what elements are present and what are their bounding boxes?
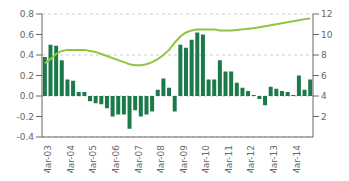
svg-text:-0.4: -0.4 [16, 132, 34, 142]
svg-text:-0.2: -0.2 [16, 112, 34, 122]
svg-text:0.8: 0.8 [20, 9, 35, 19]
svg-text:Mar-10: Mar-10 [201, 145, 211, 173]
svg-text:8: 8 [321, 50, 327, 60]
svg-text:Mar-08: Mar-08 [156, 145, 166, 173]
svg-text:4: 4 [321, 91, 327, 101]
svg-text:0.4: 0.4 [20, 50, 35, 60]
svg-text:Mar-06: Mar-06 [111, 145, 121, 173]
svg-text:Mar-14: Mar-14 [292, 145, 302, 173]
svg-text:Mar-05: Mar-05 [88, 145, 98, 173]
svg-text:6: 6 [321, 71, 327, 81]
svg-text:Mar-11: Mar-11 [224, 145, 234, 173]
svg-text:0.6: 0.6 [20, 30, 35, 40]
svg-text:Mar-09: Mar-09 [179, 145, 189, 173]
svg-text:Mar-12: Mar-12 [246, 145, 256, 173]
svg-text:2: 2 [321, 112, 327, 122]
svg-text:0.0: 0.0 [20, 91, 35, 101]
svg-text:0.2: 0.2 [20, 71, 34, 81]
svg-text:Mar-03: Mar-03 [43, 145, 53, 173]
svg-text:10: 10 [321, 30, 333, 40]
svg-text:Mar-04: Mar-04 [66, 145, 76, 173]
svg-text:12: 12 [321, 9, 332, 19]
svg-text:Mar-07: Mar-07 [134, 145, 144, 173]
svg-text:Mar-13: Mar-13 [269, 145, 279, 173]
